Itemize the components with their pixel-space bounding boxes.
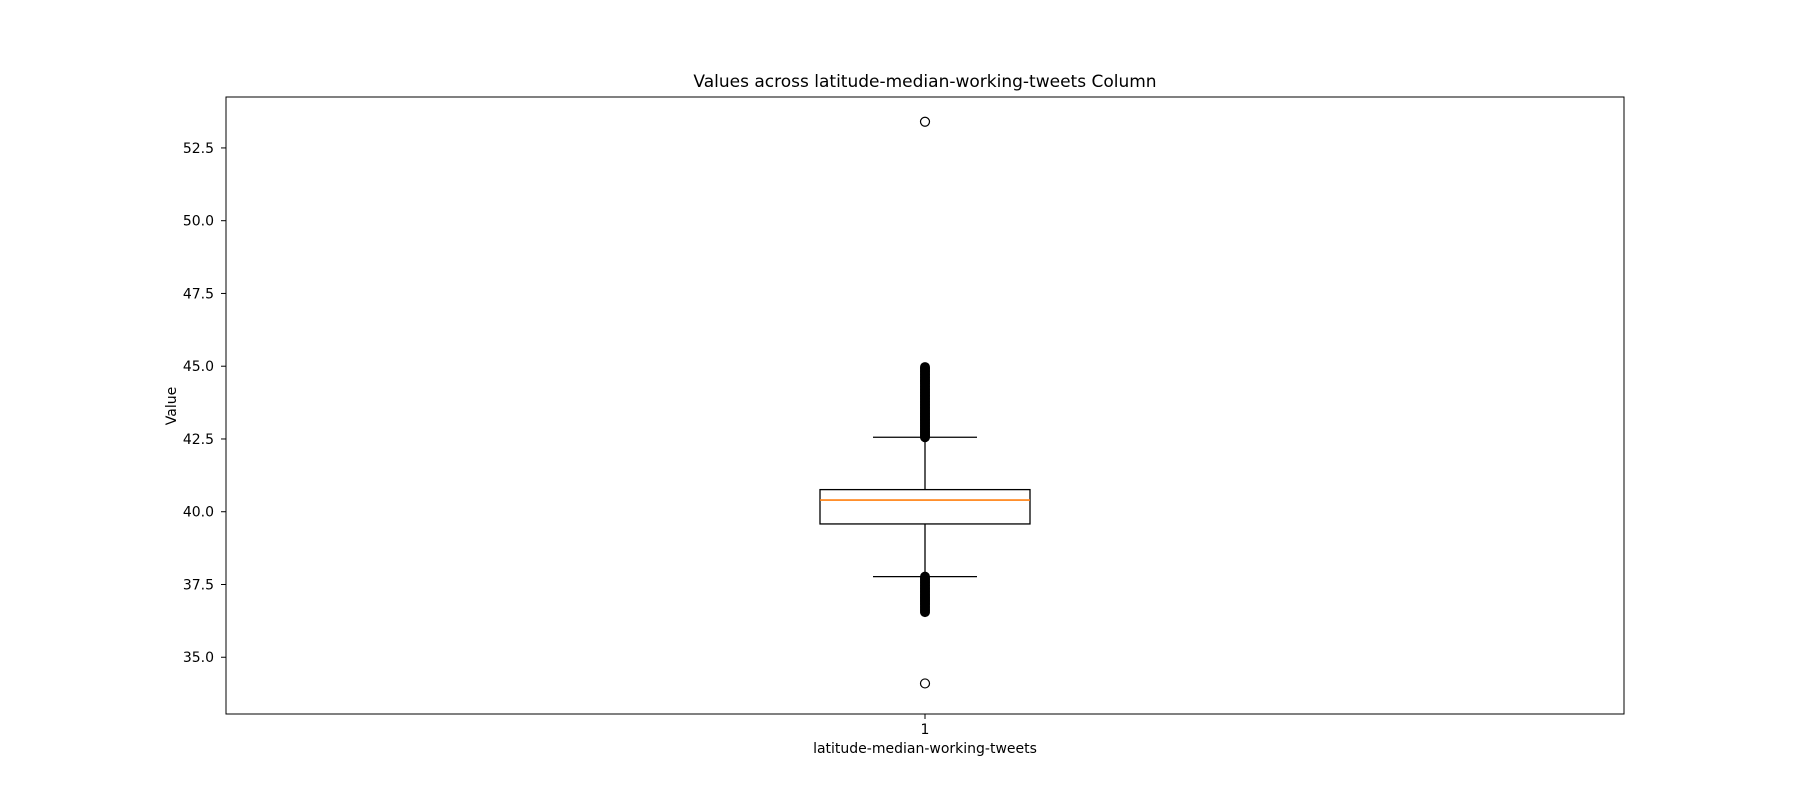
y-tick-label: 52.5 <box>183 141 214 157</box>
outlier-marker <box>919 678 931 689</box>
plot-area <box>819 116 1031 689</box>
outlier-marker <box>919 116 931 127</box>
y-tick-label: 45.0 <box>183 359 214 375</box>
y-tick-label: 35.0 <box>183 650 214 666</box>
outlier-marker-high <box>920 362 930 373</box>
y-tick-label: 50.0 <box>183 214 214 230</box>
y-tick-label: 42.5 <box>183 432 214 448</box>
chart-title: Values across latitude-median-working-tw… <box>693 72 1156 92</box>
x-axis-label: latitude-median-working-tweets <box>813 741 1037 757</box>
y-tick-label: 40.0 <box>183 505 214 521</box>
outlier-marker-low <box>920 571 930 582</box>
y-tick-label: 37.5 <box>183 577 214 593</box>
y-axis-label: Value <box>164 387 180 425</box>
x-tick-label: 1 <box>921 722 930 738</box>
iqr-box <box>819 488 1031 525</box>
y-tick-label: 47.5 <box>183 286 214 302</box>
